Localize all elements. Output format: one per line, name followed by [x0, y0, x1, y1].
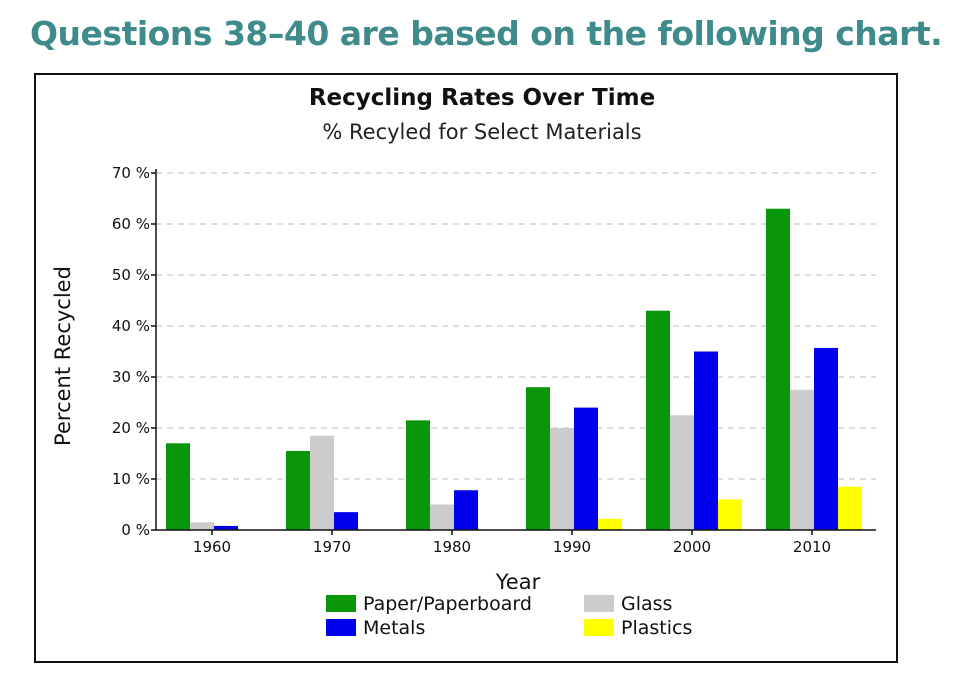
- axes: [155, 169, 876, 531]
- chart-frame: Recycling Rates Over Time % Recyled for …: [34, 73, 898, 663]
- legend-label: Metals: [363, 617, 425, 639]
- y-tick-label: 50 %: [112, 266, 150, 284]
- chart-subtitle: % Recyled for Select Materials: [322, 120, 641, 144]
- bar-paper-paperboard-1970: [286, 450, 310, 530]
- y-axis-label: Percent Recycled: [51, 266, 75, 446]
- legend-swatch-paper-paperboard: [326, 595, 356, 612]
- y-tick-label: 10 %: [112, 470, 150, 488]
- bar-glass-1980: [430, 504, 454, 530]
- bar-paper-paperboard-1990: [526, 387, 550, 530]
- bar-paper-paperboard-2000: [646, 310, 670, 530]
- x-tick-label: 1960: [193, 538, 231, 556]
- bar-paper-paperboard-1980: [406, 420, 430, 530]
- bar-metals-1990: [574, 407, 598, 530]
- y-ticks: 0 % 10 % 20 % 30 % 40 % 50 % 60 % 70 %: [112, 164, 156, 539]
- x-tick-label: 2010: [793, 538, 831, 556]
- chart-title: Recycling Rates Over Time: [309, 85, 655, 111]
- y-tick-label: 70 %: [112, 164, 150, 182]
- legend-swatch-metals: [326, 619, 356, 636]
- bar-glass-1990: [550, 428, 574, 530]
- x-tick-label: 1970: [313, 538, 351, 556]
- bar-plastics-1990: [598, 518, 622, 530]
- legend-label: Paper/Paperboard: [363, 593, 532, 615]
- gridlines: [156, 172, 876, 480]
- x-ticks: 1960 1970 1980 1990 2000 2010: [193, 530, 831, 556]
- y-tick-label: 0 %: [121, 521, 150, 539]
- legend: Paper/Paperboard Glass Metals Plastics: [326, 593, 692, 639]
- bar-chart: Recycling Rates Over Time % Recyled for …: [51, 85, 876, 639]
- bar-metals-1970: [334, 512, 358, 530]
- bar-glass-2000: [670, 415, 694, 530]
- legend-label: Glass: [621, 593, 672, 615]
- bar-metals-2010: [814, 347, 838, 530]
- bar-paper-paperboard-2010: [766, 208, 790, 530]
- legend-swatch-plastics: [584, 619, 614, 636]
- bar-plastics-2000: [718, 499, 742, 530]
- legend-label: Plastics: [621, 617, 692, 639]
- y-tick-label: 30 %: [112, 368, 150, 386]
- legend-swatch-glass: [584, 595, 614, 612]
- bar-metals-1980: [454, 490, 478, 530]
- bar-glass-1970: [310, 435, 334, 530]
- y-tick-label: 60 %: [112, 215, 150, 233]
- bar-plastics-2010: [838, 486, 862, 530]
- page-heading: Questions 38–40 are based on the followi…: [30, 14, 943, 53]
- x-tick-label: 1980: [433, 538, 471, 556]
- bars: [166, 208, 862, 530]
- x-tick-label: 1990: [553, 538, 591, 556]
- bar-glass-2010: [790, 389, 814, 530]
- x-axis-label: Year: [495, 570, 541, 594]
- y-tick-label: 20 %: [112, 419, 150, 437]
- bar-glass-1960: [190, 522, 214, 530]
- x-tick-label: 2000: [673, 538, 711, 556]
- y-tick-label: 40 %: [112, 317, 150, 335]
- bar-paper-paperboard-1960: [166, 443, 190, 530]
- bar-metals-1960: [214, 525, 238, 530]
- bar-metals-2000: [694, 351, 718, 530]
